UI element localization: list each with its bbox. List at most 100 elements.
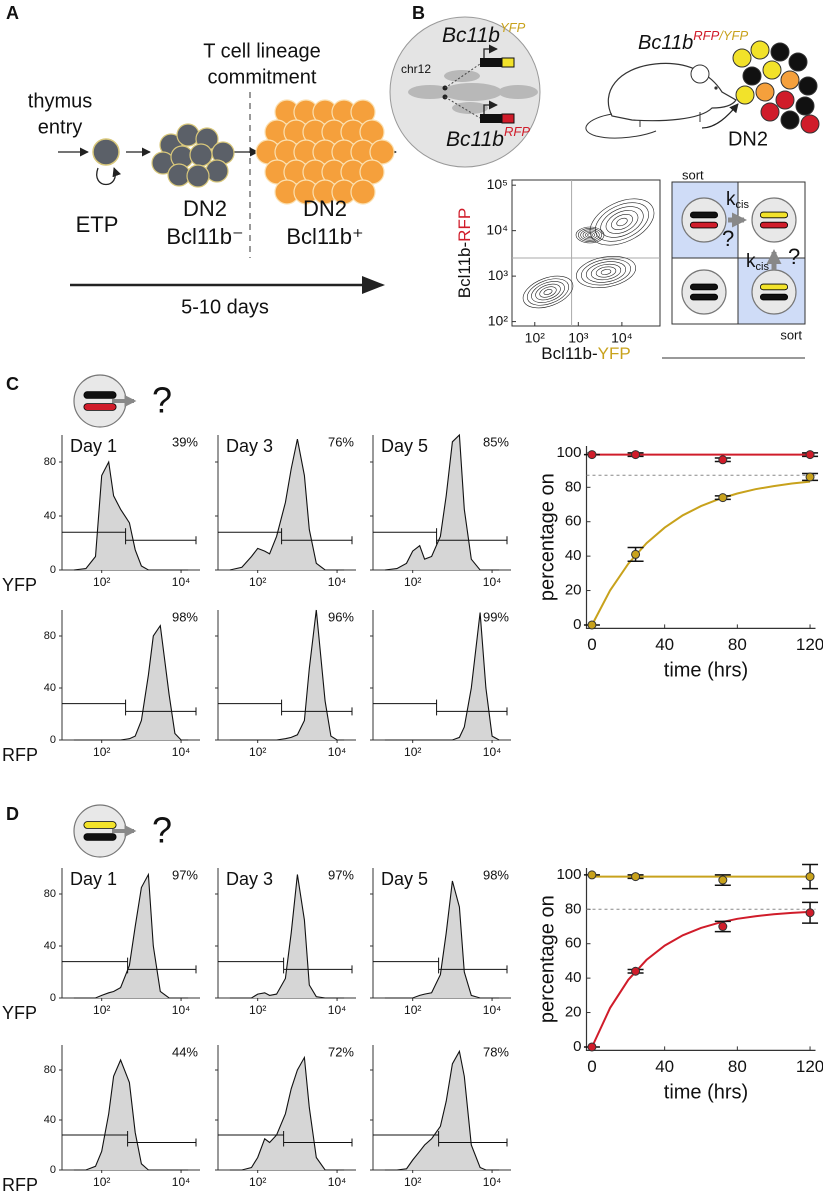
x-tick-label: 10²	[249, 575, 266, 589]
data-point	[718, 493, 728, 503]
x-tick-label: 80	[728, 1057, 747, 1076]
percent-label: 97%	[328, 867, 354, 882]
y-tick-label: 40	[565, 547, 582, 564]
arrow	[483, 44, 498, 58]
cell-label: Bcl11b⁻	[166, 224, 243, 249]
cell	[780, 70, 800, 90]
label: DN2	[728, 128, 768, 150]
x-tick-label: 10⁴	[172, 745, 191, 759]
mouse-eye	[714, 86, 718, 90]
sort-divider	[672, 182, 805, 324]
cell	[770, 42, 790, 62]
x-tick-label: 10²	[249, 1003, 266, 1017]
mouse	[607, 62, 737, 122]
cell	[176, 123, 200, 147]
mouse-legs	[639, 112, 701, 127]
label-part: YFP	[500, 20, 526, 35]
x-tick-label: 120	[796, 1057, 823, 1076]
y-tick-label: 0	[573, 616, 581, 633]
label-part: Bcl11b-	[455, 242, 474, 298]
histogram	[384, 880, 500, 999]
x-tick-label: 10⁴	[172, 1175, 191, 1189]
x-tick-label: 10²	[93, 745, 110, 759]
label-part: /YFP	[718, 28, 748, 43]
y-tick-label: 80	[565, 478, 582, 495]
allele-bar	[759, 293, 789, 301]
data-point	[631, 549, 641, 559]
gate-bar	[62, 961, 196, 970]
percent-label: 97%	[172, 867, 198, 882]
cell-label: DN2	[183, 196, 227, 221]
label-part: RFP	[693, 28, 719, 43]
y-tick-label: 10³	[488, 267, 509, 283]
data-point	[805, 450, 815, 460]
question: ?	[152, 810, 172, 851]
x-tick-label: 80	[728, 635, 747, 654]
panel-label: A	[6, 3, 19, 23]
y-tick-label: 40	[565, 969, 582, 986]
day-label: Day 5	[381, 436, 428, 456]
label-part: RFP	[455, 208, 474, 242]
percent-label: 44%	[172, 1044, 198, 1059]
cell	[762, 60, 782, 80]
cell-icon	[751, 269, 797, 315]
rate-label: kcis	[746, 251, 769, 273]
axis	[585, 868, 816, 1051]
x-tick-label: 10²	[249, 1175, 266, 1189]
link	[444, 63, 481, 119]
histogram	[384, 1049, 500, 1171]
label: 5-10 days	[181, 296, 269, 318]
gate-bar	[373, 961, 507, 970]
y-tick-label: 60	[565, 935, 582, 952]
x-tick-label: 10²	[93, 575, 110, 589]
label-part: Bcl11b-	[541, 344, 597, 363]
cell-label: Bcl11b⁺	[286, 224, 363, 249]
cell	[205, 159, 229, 183]
y-axis-label: percentage on	[536, 473, 558, 601]
heading: commitment	[208, 66, 317, 88]
percent-label: 39%	[172, 434, 198, 449]
data-point	[631, 450, 641, 460]
contour	[585, 261, 627, 283]
gate-bar	[218, 1134, 352, 1143]
percent-label: 98%	[172, 609, 198, 624]
allele-bar	[759, 211, 789, 219]
y-tick-label: 80	[44, 456, 56, 468]
label-part: Bc11b	[446, 128, 504, 151]
y-tick-label: 80	[44, 1064, 56, 1076]
y-axis-label: Bcl11b-RFP	[455, 208, 474, 298]
x-tick-label: 10⁴	[611, 330, 633, 346]
x-tick-label: 10⁴	[172, 1003, 191, 1017]
histogram	[229, 1055, 345, 1171]
histogram	[229, 874, 345, 999]
data-point	[805, 472, 815, 482]
allele-bar	[689, 211, 719, 219]
x-tick-label: 0	[587, 1057, 596, 1076]
data-point	[631, 966, 641, 976]
contour	[590, 263, 622, 281]
chromosome	[498, 85, 538, 99]
y-axis-label: percentage on	[536, 895, 558, 1023]
gate-bar	[218, 703, 352, 712]
question: ?	[152, 380, 172, 421]
contour	[616, 217, 628, 227]
cell	[775, 90, 795, 110]
histogram	[73, 460, 189, 571]
gene	[501, 113, 515, 124]
y-tick-label: 10⁵	[487, 176, 508, 192]
axis	[585, 446, 816, 629]
y-tick-label: 0	[50, 1164, 56, 1176]
data-point	[587, 620, 597, 630]
y-tick-label: 0	[50, 564, 56, 576]
x-tick-label: 10²	[93, 1003, 110, 1017]
data-point	[805, 908, 815, 918]
label: entry	[38, 116, 82, 138]
contour	[595, 266, 617, 278]
gate-bar	[373, 1134, 507, 1143]
x-tick-label: 10²	[404, 1003, 421, 1017]
x-tick-label: 10⁴	[328, 575, 347, 589]
contour	[600, 206, 644, 238]
label-part: k	[746, 251, 756, 272]
gene	[480, 58, 502, 67]
